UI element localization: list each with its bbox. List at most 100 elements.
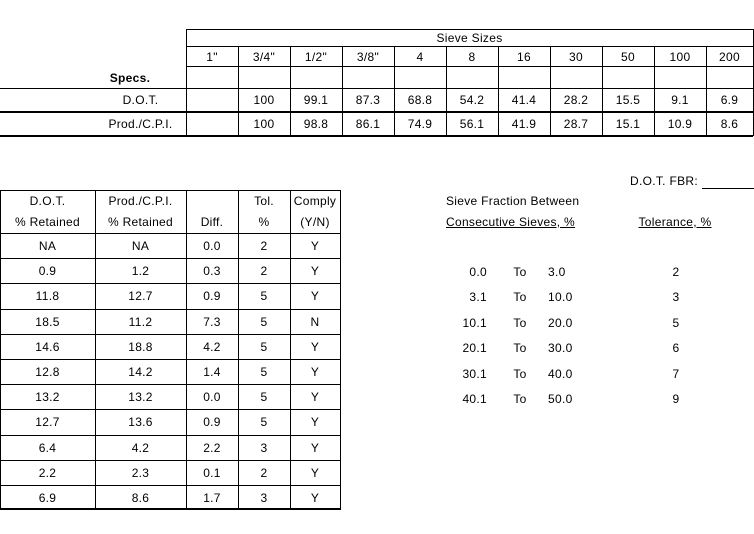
cell: 13.6 xyxy=(128,415,153,430)
rule xyxy=(0,333,340,335)
header: % xyxy=(258,215,270,229)
cell: 8.6 xyxy=(720,117,739,131)
header: Prod./C.P.I. xyxy=(108,194,173,208)
rule xyxy=(654,46,655,136)
rule xyxy=(95,190,96,509)
range-high: 3.0 xyxy=(548,265,566,279)
cell: 54.2 xyxy=(459,93,485,107)
cell: 1.7 xyxy=(203,491,221,505)
cell: 99.1 xyxy=(303,93,329,107)
rule xyxy=(0,485,340,486)
range-high: 40.0 xyxy=(548,366,573,381)
cell: 5 xyxy=(260,289,268,304)
rule xyxy=(0,508,341,510)
rule xyxy=(602,46,603,136)
rule xyxy=(0,384,340,386)
cell: 6.9 xyxy=(720,93,739,107)
cell: 98.8 xyxy=(303,117,329,131)
rule xyxy=(238,46,239,136)
range-high: 30.0 xyxy=(548,341,573,356)
rule xyxy=(702,188,754,189)
sieve-size: 100 xyxy=(669,50,691,64)
cell: 9.1 xyxy=(671,93,689,107)
fraction-title: Sieve Fraction Between xyxy=(446,194,580,208)
range-to: To xyxy=(513,341,527,356)
rule xyxy=(0,88,753,89)
range-low: 20.1 xyxy=(462,341,487,356)
rule xyxy=(342,46,343,136)
cell: N xyxy=(310,314,320,329)
cell: 87.3 xyxy=(355,93,381,107)
cell: 12.8 xyxy=(35,365,60,379)
rule xyxy=(0,190,340,191)
tolerance: 7 xyxy=(672,366,680,381)
rule xyxy=(0,409,340,411)
rule xyxy=(290,46,291,136)
cell: Y xyxy=(310,491,320,505)
tolerance: 5 xyxy=(672,315,680,330)
rule xyxy=(0,283,340,285)
header: D.O.T. xyxy=(29,194,66,208)
cell: 12.7 xyxy=(128,289,153,304)
cell: 4.2 xyxy=(203,339,221,354)
rule xyxy=(0,190,1,509)
tolerance-header: Tolerance, % xyxy=(638,215,712,229)
cell: Y xyxy=(310,465,320,480)
rule xyxy=(0,111,753,113)
row-label: Prod./C.P.I. xyxy=(108,117,173,131)
tolerance: 2 xyxy=(672,265,680,279)
header: (Y/N) xyxy=(300,215,330,229)
rule xyxy=(290,190,291,509)
cell: Y xyxy=(310,390,320,405)
cell: 11.2 xyxy=(128,314,153,329)
cell: Y xyxy=(310,440,320,455)
cell: Y xyxy=(310,365,320,379)
cell: 6.4 xyxy=(38,440,57,455)
rule xyxy=(0,233,340,234)
specs-label: Specs. xyxy=(109,71,151,85)
cell: 28.7 xyxy=(563,117,589,131)
range-low: 30.1 xyxy=(462,366,487,381)
header: Diff. xyxy=(200,215,224,229)
range-to: To xyxy=(513,315,527,330)
cell: 11.8 xyxy=(35,289,60,304)
cell: NA xyxy=(131,239,150,253)
range-low: 40.1 xyxy=(462,392,487,406)
cell: Y xyxy=(310,339,320,354)
cell: 100 xyxy=(253,117,275,131)
range-low: 10.1 xyxy=(462,315,487,330)
cell: 2 xyxy=(260,465,268,480)
cell: 2.2 xyxy=(38,465,57,480)
row-label: D.O.T. xyxy=(122,93,159,107)
cell: 41.4 xyxy=(511,93,537,107)
range-to: To xyxy=(513,366,527,381)
tolerance: 6 xyxy=(672,341,680,356)
rule xyxy=(0,434,340,436)
cell: 5 xyxy=(260,365,268,379)
cell: 56.1 xyxy=(459,117,485,131)
rule xyxy=(186,29,753,30)
range-to: To xyxy=(513,265,527,279)
rule xyxy=(394,46,395,136)
sieve-size: 8 xyxy=(468,50,476,64)
range-to: To xyxy=(513,392,527,406)
cell: 0.3 xyxy=(203,264,221,279)
sieve-size: 50 xyxy=(621,50,635,64)
cell: 3 xyxy=(260,440,268,455)
rule xyxy=(550,46,551,136)
cell: 74.9 xyxy=(407,117,433,131)
cell: 1.2 xyxy=(131,264,150,279)
cell: 3 xyxy=(260,491,268,505)
rule xyxy=(0,258,340,260)
sieve-size: 200 xyxy=(719,50,740,64)
sieve-header: Sieve Sizes xyxy=(436,31,503,45)
cell: 2.3 xyxy=(131,465,150,480)
sieve-size: 3/8" xyxy=(356,50,380,64)
cell: 8.6 xyxy=(131,491,150,505)
cell: 0.9 xyxy=(203,289,221,304)
sieve-size: 30 xyxy=(569,50,583,64)
cell: 2.2 xyxy=(203,440,221,455)
cell: 6.9 xyxy=(38,491,57,505)
cell: 5 xyxy=(260,314,268,329)
tolerance: 9 xyxy=(672,392,680,406)
